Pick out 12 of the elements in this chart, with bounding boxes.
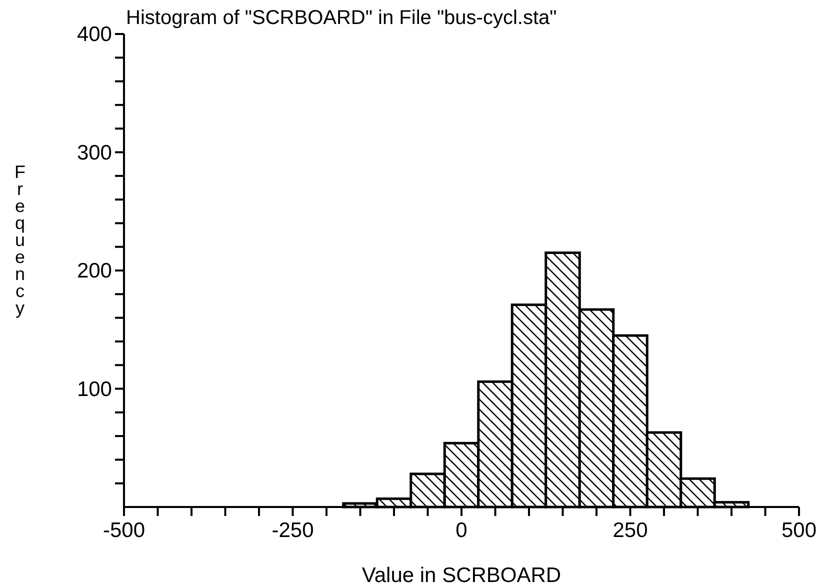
x-tick-label: 500	[781, 519, 817, 542]
text: Frequency	[14, 162, 26, 318]
x-axis-title: Value in SCRBOARD	[362, 564, 562, 587]
x-tick-label: -500	[102, 519, 146, 542]
y-tick-label: 100	[76, 378, 112, 401]
y-tick-label: 400	[76, 23, 112, 46]
y-tick-label: 300	[76, 141, 112, 164]
x-tick-label: 0	[456, 519, 468, 542]
chart-title: Histogram of "SCRBOARD" in File "bus-cycl.sta"	[126, 7, 557, 29]
x-tick-label: -250	[272, 519, 314, 542]
x-tick-label: 250	[612, 519, 648, 542]
y-tick-label: 200	[76, 260, 112, 282]
